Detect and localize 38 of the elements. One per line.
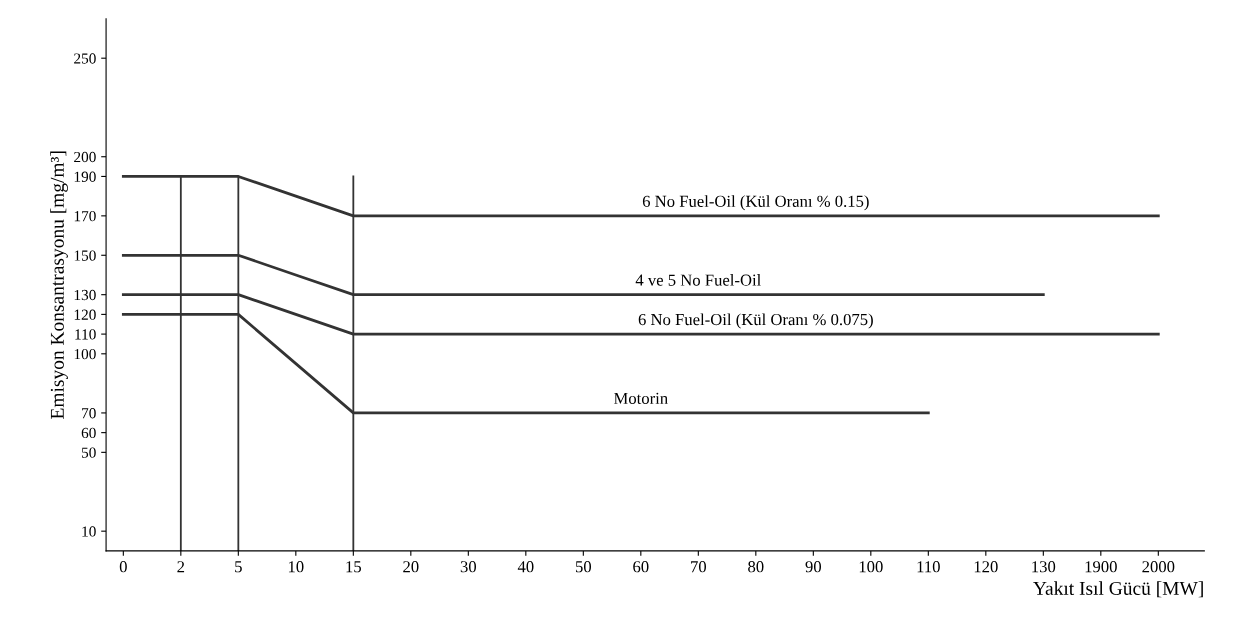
y-tick-label: 10 <box>82 526 96 537</box>
x-axis-title: Yakıt Isıl Gücü [MW] <box>1033 581 1203 598</box>
series-label: Motorin <box>613 392 668 404</box>
y-tick-label: 50 <box>81 447 96 458</box>
x-tick-label: 40 <box>517 561 534 573</box>
y-tick-label: 200 <box>74 151 96 163</box>
x-tick-label: 120 <box>974 561 998 573</box>
x-tick-label: 15 <box>346 561 362 573</box>
x-tick-label: 2 <box>177 561 185 573</box>
series-label: 6 No Fuel-Oil (Kül Oranı % 0.15) <box>642 195 869 211</box>
y-tick-label: 60 <box>81 427 96 439</box>
x-tick-label: 130 <box>1032 561 1056 573</box>
x-tick-label: 90 <box>805 561 822 573</box>
x-tick-label: 30 <box>460 561 477 573</box>
x-tick-label: 100 <box>859 561 883 573</box>
y-tick-label: 150 <box>74 250 96 261</box>
x-tick-label: 20 <box>403 561 419 573</box>
y-axis-title: Emisyon Konsantrasyonu [mg/m³] <box>50 151 68 419</box>
x-tick-label: 110 <box>917 561 940 573</box>
x-tick-label: 70 <box>691 561 707 573</box>
series-label: 4 ve 5 No Fuel-Oil <box>635 274 761 286</box>
x-tick-label: 80 <box>748 561 764 573</box>
y-tick-label: 70 <box>82 408 96 419</box>
x-tick-label: 10 <box>288 561 304 573</box>
y-tick-label: 100 <box>74 348 96 360</box>
y-tick-label: 170 <box>74 211 96 222</box>
y-tick-label: 120 <box>74 309 96 320</box>
x-tick-label: 60 <box>633 561 649 573</box>
x-tick-label: 5 <box>235 561 242 573</box>
x-tick-label: 50 <box>575 561 592 573</box>
y-tick-label: 130 <box>74 289 96 301</box>
x-tick-label: 0 <box>119 561 127 573</box>
series-label: 6 No Fuel-Oil (Kül Oranı % 0.075) <box>638 313 873 329</box>
y-tick-label: 250 <box>74 53 96 64</box>
x-tick-label: 1900 <box>1085 561 1117 573</box>
y-tick-label: 190 <box>74 171 96 182</box>
x-tick-label: 2000 <box>1142 561 1175 573</box>
y-tick-label: 110 <box>75 329 96 340</box>
